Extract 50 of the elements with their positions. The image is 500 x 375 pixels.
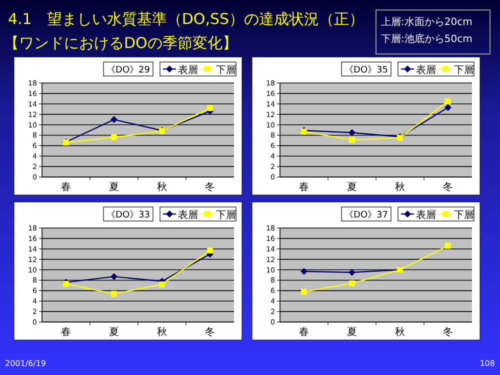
text: 下層:池底から50cm (381, 33, 472, 45)
point (111, 134, 117, 140)
point (349, 136, 355, 143)
x-tick-label: 秋 (395, 326, 405, 338)
x-tick-label: 秋 (157, 326, 167, 338)
text: 108 (480, 359, 495, 368)
point (349, 280, 355, 286)
legend-label: 下層 (216, 65, 236, 76)
legend-label: 下層 (216, 210, 236, 221)
point (348, 129, 356, 136)
text: 2001/6/19 (5, 359, 46, 368)
x-tick-label: 夏 (347, 327, 357, 338)
chart-title: 《DO》33 (106, 210, 150, 220)
chart-title: 《DO》29 (106, 64, 150, 76)
legend-label: 表層 (416, 64, 436, 76)
x-tick-label: 春 (61, 327, 71, 338)
point (110, 273, 118, 280)
text: 【ワンドにおけるDOの季節変化】 (4, 34, 238, 52)
text: 上層:水面から20cm (381, 16, 472, 28)
x-tick-label: 冬 (443, 181, 453, 193)
x-tick-label: 夏 (109, 182, 119, 193)
point (207, 105, 213, 112)
x-tick-label: 秋 (157, 181, 167, 193)
text: 4.1 望ましい水質基準（DO,SS）の達成状況（正） (8, 10, 364, 28)
legend-label: 表層 (178, 209, 198, 221)
chart-title: 《DO》35 (344, 64, 388, 76)
point (301, 288, 307, 295)
x-tick-label: 秋 (395, 181, 405, 193)
point (111, 290, 117, 297)
x-tick-label: 夏 (347, 182, 357, 193)
legend-label: 下層 (454, 210, 474, 221)
x-tick-label: 春 (61, 182, 71, 193)
point (207, 247, 213, 254)
x-tick-label: 春 (299, 327, 309, 338)
point (300, 268, 308, 275)
x-tick-label: 冬 (205, 326, 215, 338)
point (444, 104, 452, 112)
legend-label: 表層 (178, 64, 198, 76)
point (348, 268, 356, 276)
point (159, 281, 165, 288)
x-tick-label: 春 (299, 182, 309, 193)
x-tick-label: 冬 (205, 181, 215, 193)
x-tick-label: 夏 (109, 327, 119, 338)
x-tick-label: 冬 (443, 326, 453, 338)
legend-label: 下層 (454, 65, 474, 76)
chart-title: 《DO》37 (344, 210, 388, 220)
legend-label: 表層 (416, 209, 436, 221)
point (445, 98, 451, 104)
point (110, 116, 118, 124)
point (445, 242, 451, 249)
